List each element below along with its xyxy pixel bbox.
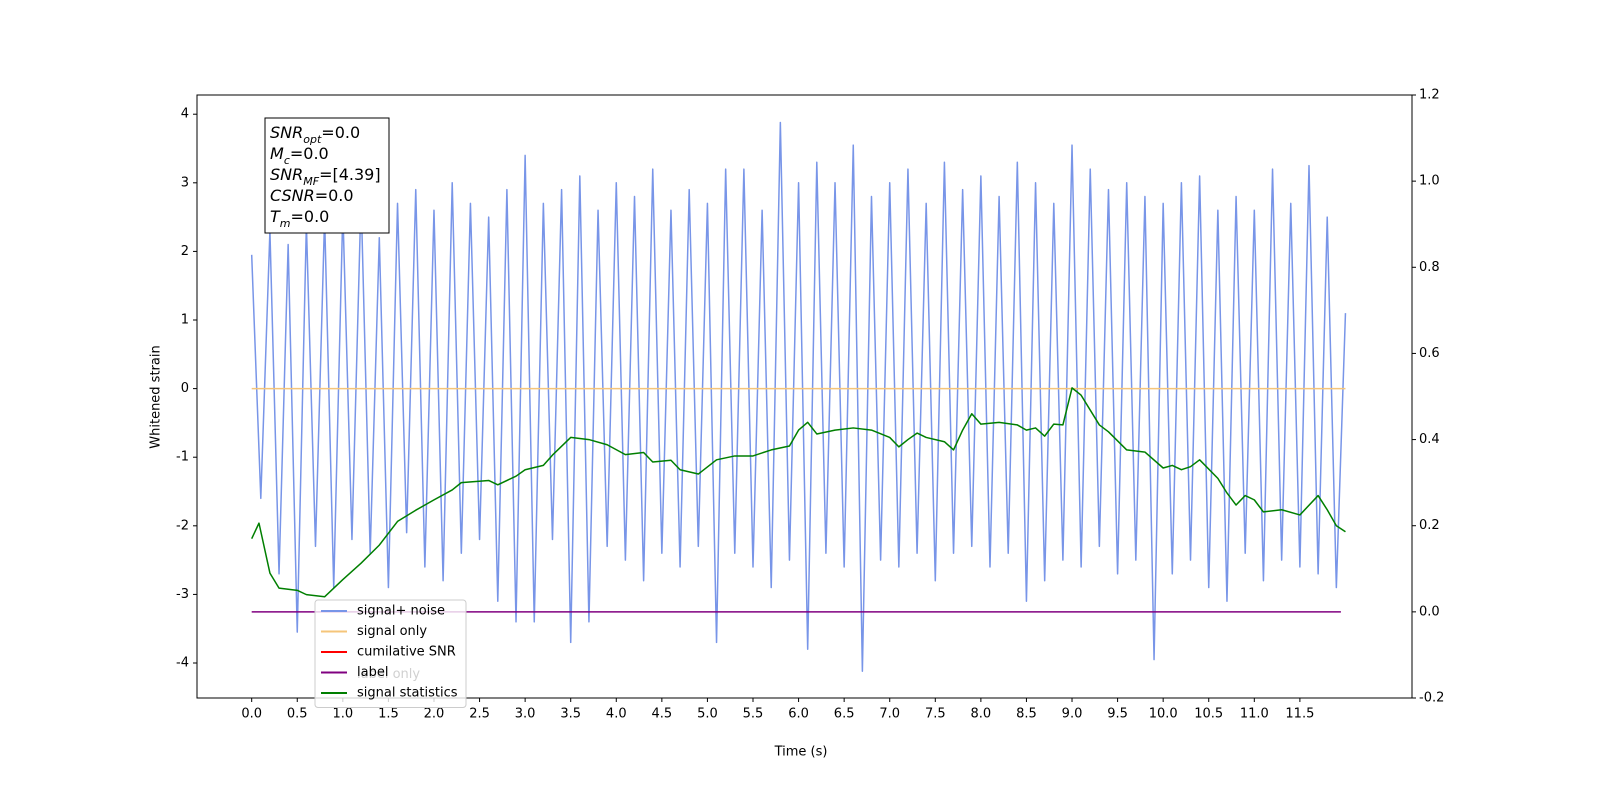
y-tick-label: -3 <box>176 587 189 602</box>
x-tick-label: 9.0 <box>1062 707 1083 722</box>
annotation-value: =[4.39] <box>319 165 381 184</box>
annotation-value: =0.0 <box>290 144 329 163</box>
annotation-subscript: MF <box>303 175 319 188</box>
legend-label: signal statistics <box>357 686 458 701</box>
annotation-symbol: CSNR <box>270 186 315 205</box>
x-tick-label: 5.0 <box>697 707 718 722</box>
annotation-subscript: opt <box>303 133 322 146</box>
legend-label: cumilative SNR <box>357 645 456 660</box>
y2-tick-label: 1.0 <box>1419 174 1440 189</box>
x-tick-label: 4.0 <box>606 707 627 722</box>
x-tick-label: 0.0 <box>241 707 262 722</box>
y2-tick-label: 0.8 <box>1419 260 1440 275</box>
y-tick-label: 1 <box>181 313 189 328</box>
annotation-symbol: SNR <box>270 165 303 184</box>
plot-frame <box>196 94 1413 699</box>
x-tick-label: 10.0 <box>1149 707 1178 722</box>
annotation-symbol: T <box>270 207 281 226</box>
y-tick-label: 3 <box>181 175 189 190</box>
x-tick-label: 8.5 <box>1016 707 1037 722</box>
series-line <box>250 121 1347 672</box>
y2-tick-label: 0.2 <box>1419 518 1440 533</box>
x-tick-label: 3.0 <box>515 707 536 722</box>
x-tick-label: 7.0 <box>879 707 900 722</box>
y-tick-label: -2 <box>176 518 189 533</box>
y-axis-label: Whitened strain <box>149 345 164 448</box>
legend-label: label <box>357 665 388 680</box>
x-tick-label: 0.5 <box>287 707 308 722</box>
x-tick-label: 11.0 <box>1240 707 1269 722</box>
legend-frame <box>314 599 467 708</box>
x-tick-label: 8.0 <box>971 707 992 722</box>
annotation-line: CSNR=0.0 <box>270 186 354 205</box>
x-tick-label: 2.0 <box>424 707 445 722</box>
annotation-subscript: c <box>284 154 290 167</box>
legend-ghost-text: label only <box>357 667 420 682</box>
y2-tick-label: 0.4 <box>1419 432 1440 447</box>
x-tick-label: 11.5 <box>1285 707 1314 722</box>
annotation-line: Mc=0.0 <box>270 144 329 167</box>
x-tick-label: 6.5 <box>834 707 855 722</box>
x-tick-label: 10.5 <box>1194 707 1223 722</box>
x-tick-label: 5.5 <box>743 707 764 722</box>
y-tick-label: 4 <box>181 107 189 122</box>
annotation-subscript: m <box>280 217 291 230</box>
x-tick-label: 2.5 <box>469 707 490 722</box>
annotation-frame <box>264 117 390 234</box>
y-tick-label: 2 <box>181 244 189 259</box>
annotation-symbol: SNR <box>270 123 303 142</box>
annotation-line: SNRopt=0.0 <box>270 123 360 146</box>
annotation-box: SNRopt=0.0Mc=0.0SNRMF=[4.39]CSNR=0.0Tm=0… <box>264 117 390 234</box>
legend-label: signal only <box>357 624 427 639</box>
annotation-value: =0.0 <box>291 207 330 226</box>
y-tick-label: -1 <box>176 450 189 465</box>
x-tick-label: 9.5 <box>1107 707 1128 722</box>
annotation-value: =0.0 <box>315 186 354 205</box>
x-axis-label: Time (s) <box>774 745 828 760</box>
y2-tick-label: 0.6 <box>1419 346 1440 361</box>
legend: label only signal+ noise signal only cumila… <box>314 599 467 708</box>
series-line <box>251 387 1346 598</box>
x-tick-label: 7.5 <box>925 707 946 722</box>
annotation-symbol: M <box>270 144 284 163</box>
annotation-line: SNRMF=[4.39] <box>270 165 381 188</box>
y-tick-label: -4 <box>176 656 189 671</box>
x-tick-label: 4.5 <box>652 707 673 722</box>
annotation-value: =0.0 <box>321 123 360 142</box>
y2-tick-label: -0.2 <box>1419 691 1444 706</box>
y-tick-label: 0 <box>181 381 189 396</box>
legend-label: signal+ noise <box>357 604 445 619</box>
annotation-line: Tm=0.0 <box>270 207 329 230</box>
y2-tick-label: 0.0 <box>1419 604 1440 619</box>
x-tick-label: 3.5 <box>560 707 581 722</box>
y2-tick-label: 1.2 <box>1419 88 1440 103</box>
x-tick-label: 6.0 <box>788 707 809 722</box>
x-tick-label: 1.0 <box>332 707 353 722</box>
x-tick-label: 1.5 <box>378 707 399 722</box>
